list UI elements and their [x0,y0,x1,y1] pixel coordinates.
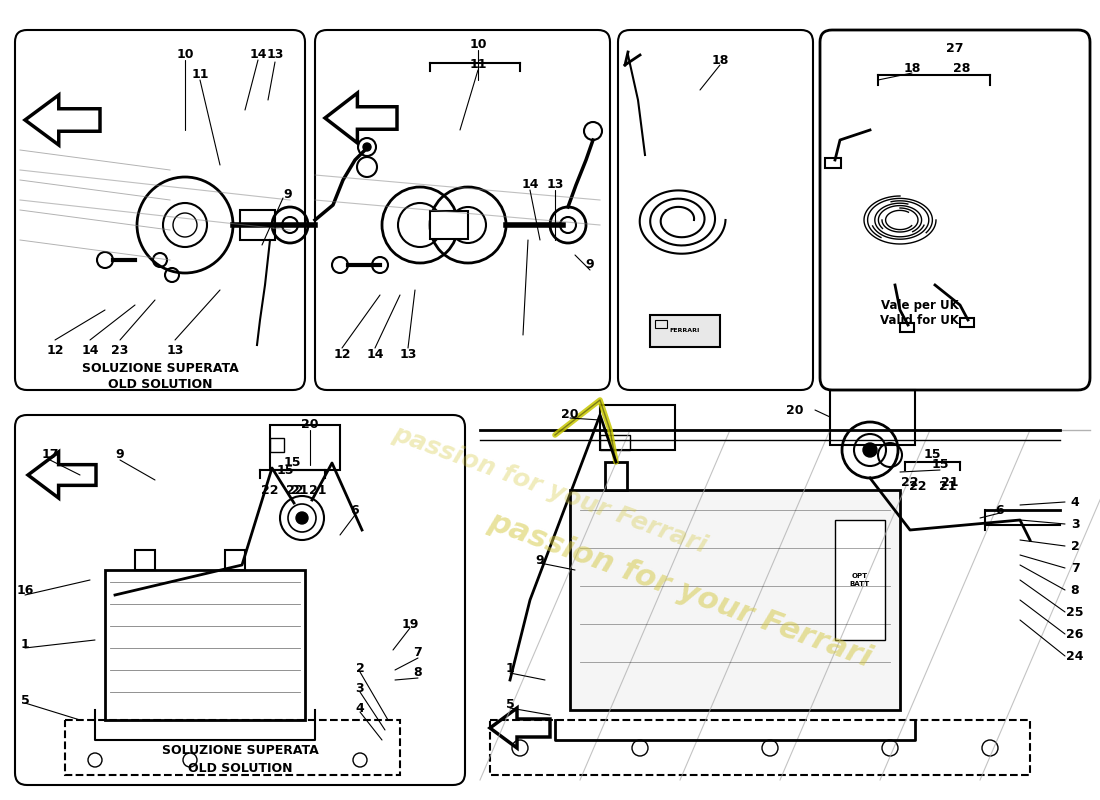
Bar [570,490,900,710]
Text: 24: 24 [1066,650,1083,662]
Text: 12: 12 [46,343,64,357]
Bar [430,211,468,239]
Bar [960,318,974,327]
Text: 8: 8 [1070,583,1079,597]
Text: 13: 13 [266,49,284,62]
Bar [65,720,400,775]
Bar [270,438,284,452]
Text: 9: 9 [536,554,544,566]
Bar [830,390,915,445]
Text: 13: 13 [166,343,184,357]
Text: 28: 28 [954,62,970,74]
Text: 9: 9 [116,449,124,462]
Text: 1: 1 [506,662,515,674]
Text: SOLUZIONE SUPERATA: SOLUZIONE SUPERATA [81,362,239,374]
Text: 6: 6 [351,503,360,517]
Text: 21: 21 [939,481,957,494]
Text: 21: 21 [292,483,309,497]
Text: 12: 12 [333,349,351,362]
Text: 15: 15 [923,449,940,462]
Text: 19: 19 [402,618,419,631]
Text: 17: 17 [42,449,58,462]
Text: 11: 11 [191,69,209,82]
Text: 14: 14 [366,349,384,362]
Text: OPT
BATT: OPT BATT [850,574,870,586]
Text: 10: 10 [176,49,194,62]
Text: 15: 15 [932,458,948,471]
Text: OLD SOLUTION: OLD SOLUTION [188,762,293,774]
Text: Valid for UK: Valid for UK [880,314,959,326]
Text: 9: 9 [585,258,594,271]
Text: 3: 3 [1070,518,1079,530]
Bar [825,158,842,168]
Text: 3: 3 [355,682,364,694]
Text: 21: 21 [942,475,959,489]
Text: 10: 10 [470,38,486,51]
Bar [605,462,627,490]
Bar [490,720,1030,775]
Text: 18: 18 [903,62,921,74]
Text: 5: 5 [506,698,515,711]
Circle shape [296,512,308,524]
Text: 20: 20 [301,418,319,431]
Text: 15: 15 [276,463,294,477]
Text: 20: 20 [786,403,804,417]
Text: 7: 7 [414,646,422,658]
Text: OLD SOLUTION: OLD SOLUTION [108,378,212,391]
Text: FERRARI: FERRARI [670,329,701,334]
Bar [600,405,675,450]
Text: 26: 26 [1066,627,1083,641]
Text: 23: 23 [111,343,129,357]
Text: Vale per UK: Vale per UK [881,298,959,311]
Circle shape [363,143,371,151]
Text: 14: 14 [250,49,266,62]
Text: SOLUZIONE SUPERATA: SOLUZIONE SUPERATA [162,743,318,757]
Text: 22: 22 [262,483,278,497]
Text: 20: 20 [561,409,579,422]
Text: 18: 18 [712,54,728,66]
Bar [600,435,630,450]
Text: 1: 1 [21,638,30,651]
Text: 16: 16 [16,583,34,597]
Text: 13: 13 [399,349,417,362]
Text: 13: 13 [547,178,563,191]
Bar [104,570,305,720]
Text: 4: 4 [355,702,364,714]
Text: 22: 22 [901,475,918,489]
Text: passion for your Ferrari: passion for your Ferrari [389,422,711,558]
Text: 15: 15 [284,457,300,470]
Text: 22: 22 [910,481,926,494]
Text: 14: 14 [521,178,539,191]
Text: 7: 7 [1070,562,1079,574]
Text: 2: 2 [1070,539,1079,553]
Text: passion for your Ferrari: passion for your Ferrari [484,507,876,673]
Bar [654,320,667,328]
Text: 21: 21 [309,483,327,497]
Text: 2: 2 [355,662,364,674]
Text: 22: 22 [286,483,304,497]
Text: 14: 14 [81,343,99,357]
Text: 6: 6 [996,503,1004,517]
Bar [835,520,886,640]
Bar [650,315,721,347]
Text: 8: 8 [414,666,422,678]
Text: 27: 27 [946,42,964,54]
Circle shape [864,443,877,457]
Bar [900,323,914,332]
Bar [270,425,340,470]
Text: 25: 25 [1066,606,1083,618]
Text: 9: 9 [284,189,293,202]
Bar [135,550,155,570]
Bar [226,550,245,570]
Text: 4: 4 [1070,495,1079,509]
Text: 11: 11 [470,58,486,71]
Text: 5: 5 [21,694,30,706]
Bar [240,210,275,240]
